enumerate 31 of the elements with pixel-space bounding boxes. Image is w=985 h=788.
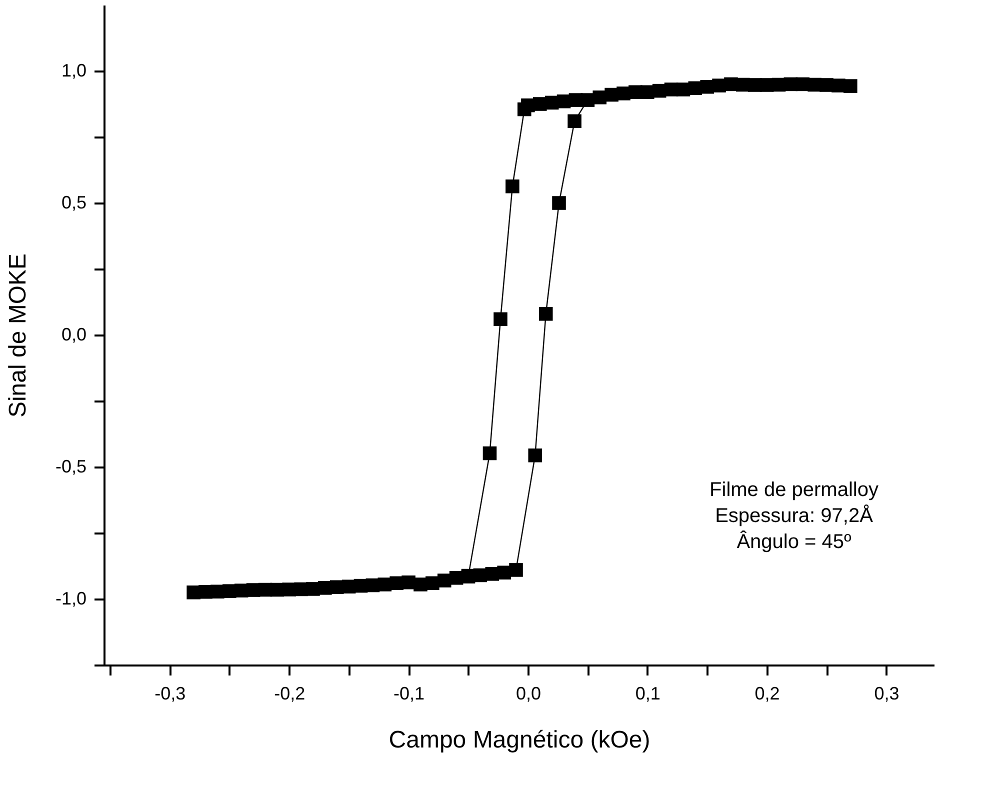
x-tick-label: 0,2 bbox=[754, 684, 780, 704]
point bbox=[568, 114, 582, 128]
annotation: Ângulo = 45º bbox=[736, 530, 852, 553]
point bbox=[538, 306, 553, 321]
point bbox=[844, 79, 858, 93]
x-tick-label: 0,1 bbox=[635, 684, 660, 704]
x-axis-title: Campo Magnético (kOe) bbox=[388, 726, 650, 754]
y-tick-label: -1,0 bbox=[55, 588, 86, 608]
x-tick-label: 0,3 bbox=[874, 684, 900, 704]
point bbox=[552, 196, 566, 210]
point bbox=[517, 102, 532, 116]
y-tick-label: 0,0 bbox=[61, 324, 86, 344]
y-tick-label: 0,5 bbox=[61, 192, 86, 212]
x-tick-label: -0,1 bbox=[394, 684, 425, 704]
annotation: Filme de permalloy bbox=[710, 479, 878, 501]
y-tick-label: -0,5 bbox=[55, 456, 86, 476]
point bbox=[568, 93, 583, 107]
point bbox=[482, 446, 497, 460]
x-tick-label: 0,0 bbox=[516, 684, 541, 704]
x-tick-label: -0,2 bbox=[274, 684, 306, 704]
annotation: Espessura: 97,2Å bbox=[715, 504, 874, 527]
point bbox=[506, 179, 520, 194]
point bbox=[556, 94, 571, 108]
point bbox=[528, 448, 542, 462]
y-axis-title: Sinal de MOKE bbox=[4, 253, 32, 418]
point bbox=[449, 570, 464, 585]
x-tick-label: -0,3 bbox=[154, 684, 186, 704]
point bbox=[494, 312, 508, 326]
y-tick-label: 1,0 bbox=[61, 60, 86, 80]
point bbox=[676, 82, 690, 96]
point bbox=[509, 563, 523, 577]
